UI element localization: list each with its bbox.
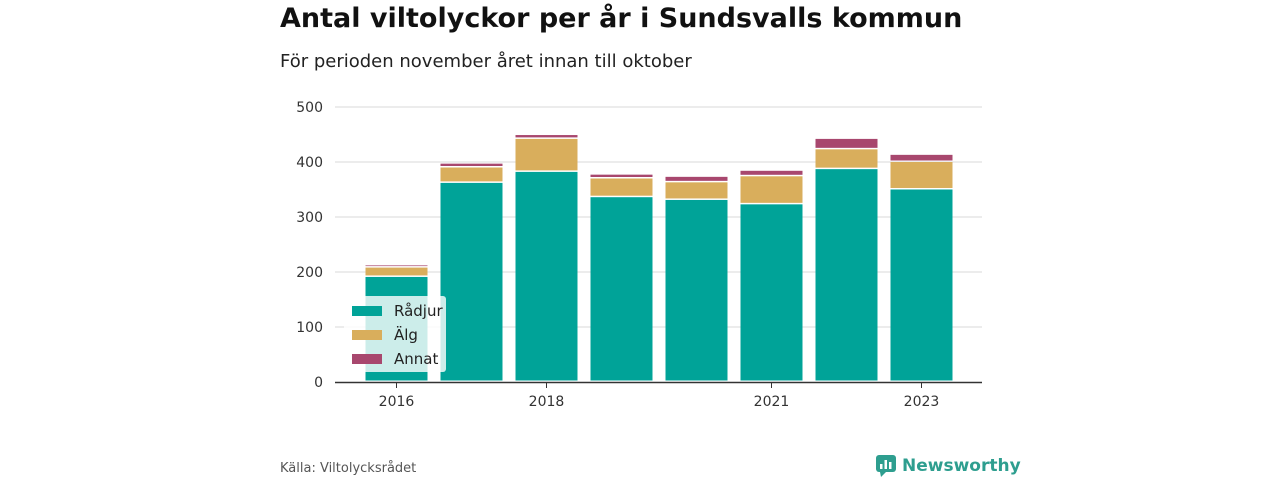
x-tick-label: 2021 [754,394,790,410]
y-tick-label: 200 [296,265,323,281]
brand-logo[interactable]: Newsworthy [876,455,1021,477]
x-tick-label: 2018 [529,394,565,410]
newsworthy-logo-icon [876,455,896,477]
bar-segment-annat-2023 [890,154,953,161]
brand-name: Newsworthy [902,456,1021,476]
bar-segment-radjur-2019 [590,197,653,381]
legend-item-alg: Älg [352,326,418,344]
bars [365,135,953,381]
grid-lines [335,106,982,328]
y-tick-label: 300 [296,210,323,226]
y-tick-label: 400 [296,155,323,171]
bar-segment-alg-2021 [740,176,803,203]
bar-segment-annat-2019 [590,174,653,177]
legend-label-radjur: Rådjur [394,302,443,320]
x-tick-label: 2016 [379,394,415,410]
source-text: Källa: Viltolycksrådet [280,461,417,476]
bar-segment-annat-2020 [665,176,728,181]
y-tick-label: 500 [296,100,323,116]
legend-item-annat: Annat [352,350,438,368]
bar-segment-annat-2016 [365,265,428,267]
y-tick-label: 100 [296,320,323,336]
bar-segment-alg-2018 [515,138,578,171]
y-axis-ticks: 0 100 200 300 400 500 [296,100,323,391]
legend: Rådjur Älg Annat [344,296,446,372]
legend-item-radjur: Rådjur [352,302,443,320]
chart-title: Antal viltolyckor per år i Sundsvalls ko… [280,3,963,34]
legend-swatch-radjur [352,306,382,316]
legend-label-annat: Annat [394,350,439,368]
bar-segment-radjur-2023 [890,189,953,381]
bar-segment-alg-2017 [440,167,503,182]
bar-segment-radjur-2022 [815,169,878,381]
legend-label-alg: Älg [394,326,418,344]
bar-segment-annat-2017 [440,163,503,166]
bar-segment-annat-2021 [740,170,803,175]
bar-segment-radjur-2017 [440,182,503,381]
bar-segment-alg-2019 [590,178,653,196]
bar-segment-alg-2020 [665,182,728,199]
bar-segment-annat-2022 [815,138,878,148]
x-tick-label: 2023 [904,394,940,410]
bar-segment-radjur-2020 [665,199,728,381]
x-axis: 2016 2018 2021 2023 [335,381,982,410]
legend-swatch-alg [352,330,382,340]
bar-segment-radjur-2021 [740,204,803,381]
bar-segment-annat-2018 [515,135,578,138]
bar-segment-radjur-2018 [515,171,578,381]
y-tick-label: 0 [314,375,323,391]
legend-swatch-annat [352,354,382,364]
chart-subtitle: För perioden november året innan till ok… [280,51,692,72]
bar-segment-alg-2022 [815,149,878,168]
bar-segment-alg-2016 [365,267,428,276]
bar-segment-alg-2023 [890,162,953,188]
